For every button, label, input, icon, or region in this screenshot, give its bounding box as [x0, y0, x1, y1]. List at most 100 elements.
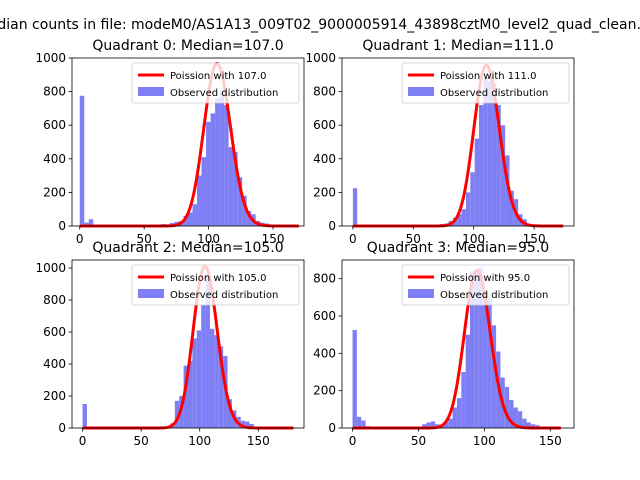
legend-fit-label: Poission with 105.0	[170, 273, 266, 284]
histogram-bar	[246, 210, 252, 226]
histogram-bar	[513, 407, 518, 428]
legend-fit-label: Poission with 107.0	[170, 71, 266, 82]
histogram-bar	[500, 125, 506, 226]
x-tick-label: 50	[137, 232, 152, 246]
y-tick-label: 400	[313, 346, 336, 360]
histogram-bar	[356, 416, 362, 428]
y-tick-label: 600	[43, 325, 66, 339]
axes-frame	[71, 259, 305, 429]
y-tick-label: 200	[313, 384, 336, 398]
legend-box	[131, 264, 300, 306]
y-tick-label: 0	[328, 219, 336, 233]
histogram-bar	[210, 113, 216, 226]
y-tick-label: 800	[43, 293, 66, 307]
y-tick-label: 600	[313, 309, 336, 323]
histogram-bar	[522, 418, 527, 428]
histogram-bar	[82, 404, 87, 428]
histogram-bar	[245, 421, 250, 428]
x-tick-label: 0	[76, 232, 84, 246]
x-tick-label: 150	[247, 434, 270, 448]
histogram-bar	[214, 335, 219, 428]
y-tick-label: 1000	[35, 261, 66, 275]
y-tick-label: 200	[43, 185, 66, 199]
histogram-bar	[491, 325, 497, 428]
legend-box	[401, 62, 570, 104]
histogram-bar	[448, 418, 453, 428]
histogram-bar	[496, 105, 501, 226]
histogram-bar	[352, 188, 358, 226]
histogram-bar	[215, 98, 220, 226]
axes-title: Quadrant 1: Median=111.0	[362, 38, 553, 54]
y-tick-label: 1000	[305, 51, 336, 65]
y-tick-label: 400	[43, 357, 66, 371]
axes-frame	[341, 57, 575, 227]
histogram-bar	[205, 274, 210, 428]
figure-suptitle: Median counts in file: modeM0/AS1A13_009…	[0, 17, 640, 33]
legend-hist-label: Observed distribution	[170, 88, 278, 99]
histogram-bar	[237, 177, 243, 226]
histogram-bar	[84, 222, 89, 226]
histogram-bar	[504, 386, 510, 428]
legend-hist-label: Observed distribution	[170, 290, 278, 301]
histogram-bar	[79, 95, 85, 226]
histogram-bar	[240, 420, 246, 428]
histogram-bar	[492, 83, 497, 226]
axes-frame	[71, 57, 305, 227]
histogram-bar	[509, 400, 514, 428]
x-tick-label: 150	[262, 232, 285, 246]
histogram-bar	[456, 398, 462, 428]
histogram-bar	[470, 172, 475, 226]
histogram-bar	[352, 330, 357, 428]
histogram-bar	[201, 304, 206, 428]
x-tick-label: 50	[406, 232, 421, 246]
y-tick-label: 200	[43, 389, 66, 403]
histogram-bar	[249, 424, 254, 428]
y-tick-label: 1000	[35, 51, 66, 65]
subplot-quadrant-3: 0 50 100 150 0 200 400 600 800 Quadrant 3: Median…	[313, 240, 575, 448]
y-tick-label: 200	[313, 185, 336, 199]
subplot-quadrant-2: 0 50 100 150 0 200 400 600 800 1000 Quadrant 2: Me…	[35, 240, 305, 448]
histogram-bar	[242, 195, 247, 226]
x-tick-label: 100	[473, 434, 496, 448]
histogram-bar	[183, 365, 188, 428]
subplot-quadrant-1: 0 50 100 150 0 200 400 600 800 1000 Quadrant 1: Me…	[305, 38, 575, 246]
x-tick-label: 100	[188, 434, 211, 448]
legend-hist-label: Observed distribution	[440, 88, 548, 99]
y-tick-label: 800	[313, 272, 336, 286]
histogram-bar	[426, 422, 431, 428]
legend-hist-swatch	[138, 289, 164, 298]
x-tick-label: 150	[523, 232, 546, 246]
histogram-bar	[517, 411, 523, 428]
histogram-bar	[469, 271, 475, 428]
axes-title: Quadrant 2: Median=105.0	[92, 240, 283, 256]
subplot-quadrant-0: 0 50 100 150 0 200 400 600 800 1000 Quadrant 0: Me…	[35, 38, 305, 246]
histogram-bar	[88, 219, 94, 226]
legend-box	[401, 264, 570, 306]
x-tick-label: 50	[411, 434, 426, 448]
legend-hist-label: Observed distribution	[440, 290, 548, 301]
histogram-bar	[509, 190, 514, 226]
x-tick-label: 100	[462, 232, 485, 246]
histogram-bar	[461, 372, 466, 428]
legend-hist-swatch	[138, 87, 164, 96]
histogram-bar	[483, 293, 488, 428]
histogram-bar	[479, 105, 484, 226]
y-tick-label: 400	[313, 152, 336, 166]
legend: Poission with 111.0 Observed distribution	[401, 62, 570, 104]
legend: Poission with 105.0 Observed distribution	[131, 264, 300, 306]
histogram-bar	[197, 175, 202, 226]
histogram-bar	[430, 421, 436, 428]
y-tick-label: 600	[43, 118, 66, 132]
y-tick-label: 800	[313, 85, 336, 99]
x-tick-label: 0	[349, 434, 357, 448]
x-tick-label: 50	[133, 434, 148, 448]
histogram-bar	[478, 267, 484, 428]
y-tick-label: 400	[43, 152, 66, 166]
histogram-bar	[196, 330, 202, 428]
histogram-bar	[474, 138, 480, 226]
x-tick-label: 0	[79, 434, 87, 448]
histogram-bar	[219, 91, 225, 226]
histogram-bar	[526, 422, 531, 428]
histogram-bar	[505, 155, 510, 226]
